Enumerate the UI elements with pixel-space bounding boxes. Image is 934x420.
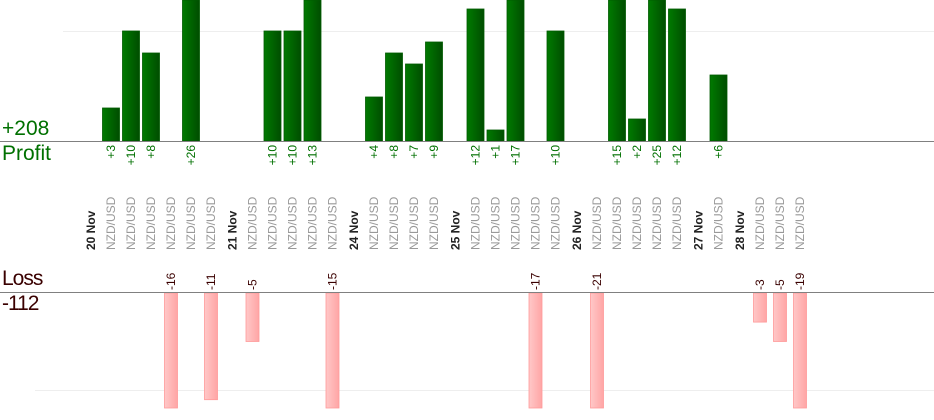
loss-total: -112 [2, 292, 39, 315]
pair-label: NZD/USD [184, 196, 198, 250]
profit-value-label: +10 [124, 145, 138, 166]
profit-bar [546, 30, 565, 142]
loss-bar [325, 292, 340, 409]
loss-bar [204, 292, 218, 401]
loss-bar [773, 292, 787, 342]
profit-bar [425, 41, 443, 142]
pair-label: NZD/USD [712, 196, 726, 250]
pair-label: NZD/USD [164, 196, 178, 250]
date-label: 25 Nov [449, 210, 463, 250]
profit-bar [303, 0, 322, 142]
profit-value-label: +4 [367, 145, 381, 159]
pair-label: NZD/USD [650, 196, 664, 250]
pair-label: NZD/USD [286, 196, 300, 250]
profit-bar [628, 118, 646, 142]
profit-value-label: +3 [104, 145, 118, 159]
profit-bar [608, 0, 626, 142]
pair-label: NZD/USD [793, 196, 807, 250]
loss-bar [793, 292, 807, 409]
loss-value-label: -19 [793, 272, 807, 290]
profit-value-label: +10 [549, 145, 563, 166]
profit-bar [385, 52, 403, 142]
date-label: 26 Nov [570, 210, 584, 250]
profit-value-label: +1 [489, 145, 503, 159]
loss-bar [590, 292, 604, 409]
profit-bar [102, 107, 120, 142]
pair-label: NZD/USD [266, 196, 280, 250]
profit-value-label: +10 [266, 145, 280, 166]
loss-bar [528, 292, 543, 409]
loss-value-label: -5 [246, 279, 260, 290]
pair-label: NZD/USD [306, 196, 320, 250]
profit-bar [365, 96, 383, 142]
profit-value-label: +26 [184, 145, 198, 166]
pair-label: NZD/USD [489, 196, 503, 250]
loss-bar [245, 292, 260, 342]
pair-label: NZD/USD [204, 196, 218, 250]
pair-label: NZD/USD [427, 196, 441, 250]
profit-bar [506, 0, 525, 142]
loss-value-label: -17 [529, 272, 543, 290]
loss-value-label: -15 [326, 272, 340, 290]
profit-value-label: +13 [306, 145, 320, 166]
profit-value-label: +12 [469, 145, 483, 166]
profit-value-label: +17 [509, 145, 523, 166]
pair-label: NZD/USD [509, 196, 523, 250]
date-label: 27 Nov [692, 210, 706, 250]
profit-bar [466, 8, 485, 142]
pair-label: NZD/USD [670, 196, 684, 250]
pair-label: NZD/USD [387, 196, 401, 250]
loss-value-label: -5 [773, 279, 787, 290]
loss-label: Loss [2, 267, 43, 290]
profit-value-label: +7 [407, 145, 421, 159]
profit-value-label: +15 [610, 145, 624, 166]
profit-value-label: +9 [427, 145, 441, 159]
loss-bar [753, 292, 767, 323]
date-label: 24 Nov [347, 210, 361, 250]
pair-label: NZD/USD [549, 196, 563, 250]
loss-bar [164, 292, 178, 409]
profit-value-label: +6 [712, 145, 726, 159]
date-label: 28 Nov [733, 210, 747, 250]
pair-label: NZD/USD [753, 196, 767, 250]
profit-label: Profit [2, 142, 52, 165]
date-label: 20 Nov [84, 210, 98, 250]
date-label: 21 Nov [226, 210, 240, 250]
profit-bar [263, 30, 282, 142]
profit-bar [283, 30, 302, 142]
profit-value-label: +25 [650, 145, 664, 166]
pair-label: NZD/USD [773, 196, 787, 250]
pair-label: NZD/USD [529, 196, 543, 250]
loss-value-label: -16 [164, 272, 178, 290]
profit-bar [648, 0, 666, 142]
pair-label: NZD/USD [590, 196, 604, 250]
pair-label: NZD/USD [104, 196, 118, 250]
pair-label: NZD/USD [610, 196, 624, 250]
profit-bar [182, 0, 200, 142]
profit-value-label: +8 [144, 145, 158, 159]
pair-label: NZD/USD [246, 196, 260, 250]
profit-value-label: +8 [387, 145, 401, 159]
profit-bar [142, 52, 160, 142]
pair-label: NZD/USD [144, 196, 158, 250]
pair-label: NZD/USD [326, 196, 340, 250]
profit-bar [122, 30, 140, 142]
profit-total: +208 [2, 117, 50, 140]
profit-bar [486, 129, 505, 142]
loss-value-label: -3 [753, 279, 767, 290]
pair-label: NZD/USD [469, 196, 483, 250]
pair-label: NZD/USD [124, 196, 138, 250]
profit-value-label: +12 [670, 145, 684, 166]
pair-label: NZD/USD [367, 196, 381, 250]
loss-value-label: -21 [590, 272, 604, 290]
profit-value-label: +2 [630, 145, 644, 159]
pair-label: NZD/USD [407, 196, 421, 250]
profit-bar [668, 8, 686, 142]
loss-value-label: -11 [204, 273, 218, 290]
profit-value-label: +10 [286, 145, 300, 166]
profit-bar [405, 63, 423, 142]
profit-bar [709, 74, 728, 142]
pair-label: NZD/USD [630, 196, 644, 250]
